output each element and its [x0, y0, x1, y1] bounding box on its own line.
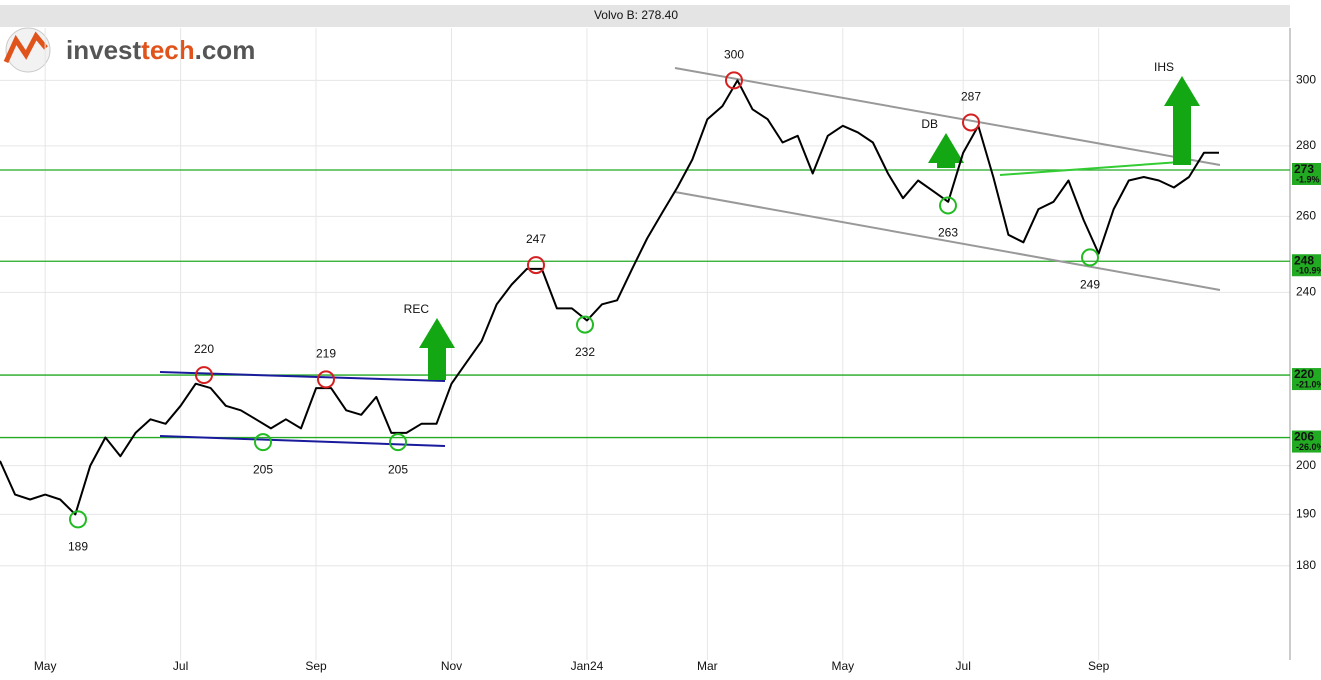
- trend-line: [674, 191, 1221, 291]
- x-tick-label: May: [831, 659, 854, 673]
- logo-part: tech: [141, 35, 194, 65]
- level-change: -1.9%: [1296, 174, 1320, 184]
- pivot-circle: [576, 315, 594, 334]
- y-tick-label: 200: [1296, 458, 1316, 472]
- x-tick-label: Jan24: [571, 659, 604, 673]
- pivot-label: 287: [961, 90, 981, 104]
- pivot-circle: [389, 433, 407, 452]
- level-label: 220: [1294, 367, 1314, 381]
- price-line: [0, 79, 1219, 516]
- y-tick-label: 190: [1296, 507, 1316, 521]
- pivot-label: 247: [526, 232, 546, 246]
- pivot-label: 205: [388, 462, 408, 476]
- x-tick-label: May: [34, 659, 57, 673]
- pivot-label: 232: [575, 345, 595, 359]
- level-label: 273: [1294, 162, 1314, 176]
- pivot-label: 300: [724, 48, 744, 62]
- signal-arrow: [419, 318, 455, 380]
- logo-icon: [3, 31, 48, 64]
- x-tick-label: Mar: [697, 659, 718, 673]
- trend-line: [999, 161, 1181, 176]
- pivot-circle: [317, 370, 335, 389]
- pivot-circle: [1081, 248, 1099, 267]
- y-tick-label: 260: [1296, 209, 1316, 223]
- signal-label: REC: [404, 302, 430, 316]
- x-tick-label: Sep: [305, 659, 327, 673]
- logo-text: investtech.com: [66, 35, 255, 65]
- trend-line: [674, 67, 1221, 166]
- pivot-circle: [254, 433, 272, 452]
- trend-line: [159, 435, 446, 447]
- pivot-label: 189: [68, 540, 88, 554]
- level-box: [1292, 162, 1321, 185]
- y-tick-label: 240: [1296, 285, 1316, 299]
- x-tick-label: Nov: [441, 659, 462, 673]
- pivot-label: 205: [253, 462, 273, 476]
- plot: May Jul Sep Nov Jan24 Mar May Jul Sep 180 190 200 22…: [0, 28, 1321, 673]
- logo-part: invest: [66, 35, 141, 65]
- chart-title: Volvo B: 278.40: [594, 8, 678, 22]
- pivot-circle: [962, 113, 980, 132]
- logo: investtech.com: [3, 27, 255, 73]
- pivot-label: 220: [194, 342, 214, 356]
- x-tick-label: Jul: [173, 659, 188, 673]
- pivot-label: 249: [1080, 278, 1100, 292]
- pivot-circle: [725, 71, 743, 90]
- signal-label: IHS: [1154, 60, 1174, 74]
- x-tick-label: Jul: [956, 659, 971, 673]
- y-tick-label: 180: [1296, 558, 1316, 572]
- pivot-circle: [939, 196, 957, 215]
- level-label: 248: [1294, 253, 1314, 267]
- level-box: [1292, 254, 1321, 277]
- level-change: -10.9%: [1296, 266, 1321, 276]
- signal-label: DB: [921, 117, 938, 131]
- level-label: 206: [1294, 430, 1314, 444]
- pivot-label: 219: [316, 347, 336, 361]
- level-change: -21.0%: [1296, 379, 1321, 389]
- pivot-circle: [527, 256, 545, 275]
- signal-arrow: [1164, 76, 1200, 165]
- pivot-circle: [195, 366, 213, 385]
- level-box: [1292, 430, 1321, 453]
- y-tick-label: 300: [1296, 73, 1316, 87]
- logo-part: .com: [195, 35, 256, 65]
- x-tick-label: Sep: [1088, 659, 1110, 673]
- header-bar: [0, 5, 1290, 27]
- signal-arrow: [928, 133, 964, 168]
- pivot-label: 263: [938, 226, 958, 240]
- level-box: [1292, 368, 1321, 391]
- trend-line: [159, 371, 446, 382]
- level-change: -26.0%: [1296, 442, 1321, 452]
- y-tick-label: 280: [1296, 138, 1316, 152]
- pivot-circle: [69, 510, 87, 529]
